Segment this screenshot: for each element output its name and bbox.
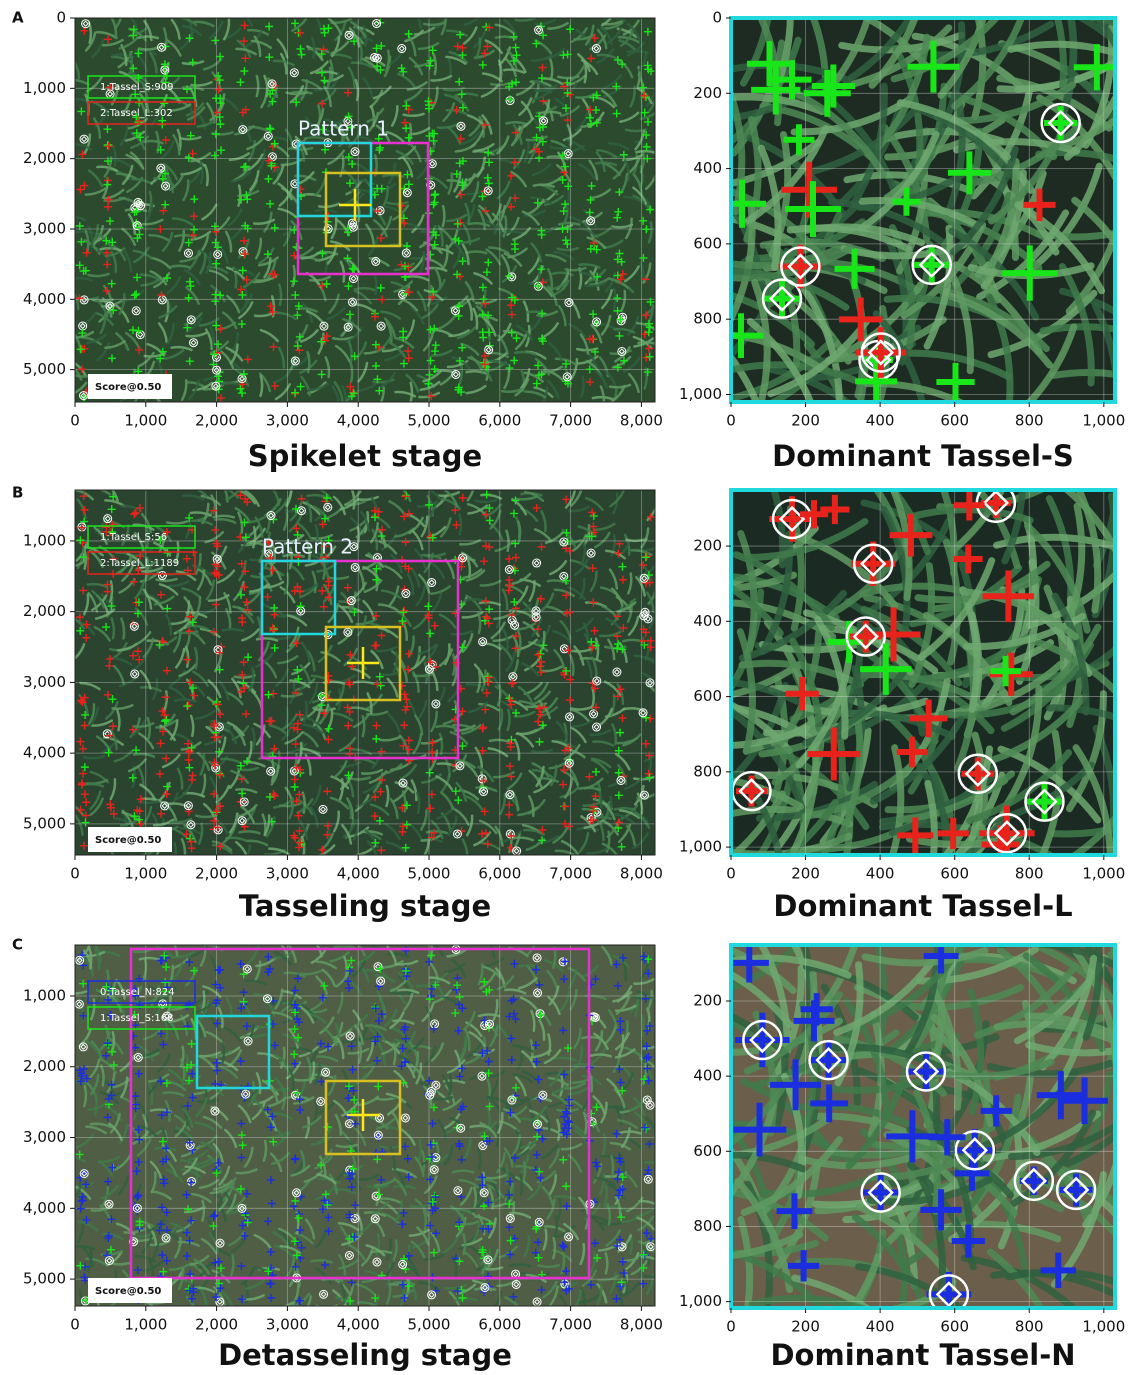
pattern-label: Pattern 1 <box>298 117 389 141</box>
x-tick-label: 8,000 <box>620 865 663 883</box>
x-tick-label: 2,000 <box>195 412 238 430</box>
plot-title: Tasseling stage <box>239 889 491 923</box>
zoom-image <box>674 442 1128 910</box>
y-tick-label: 2,000 <box>23 602 66 620</box>
legend-tag-label: 1:Tassel_S:56 <box>100 532 167 543</box>
x-tick-label: 5,000 <box>408 412 451 430</box>
x-tick-label: 1,000 <box>124 865 167 883</box>
x-tick-label: 2,000 <box>195 865 238 883</box>
score-label: Score@0.50 <box>95 382 161 393</box>
y-tick-label: 400 <box>693 612 722 630</box>
x-tick-label: 4,000 <box>337 865 380 883</box>
plot-title: Dominant Tassel-L <box>773 889 1072 923</box>
y-tick-label: 1,000 <box>23 531 66 549</box>
y-tick-label: 2,000 <box>23 149 66 167</box>
y-tick-label: 0 <box>712 9 722 27</box>
plot-title: Dominant Tassel-S <box>772 439 1074 473</box>
field-image <box>65 9 659 408</box>
x-tick-label: 0 <box>726 865 736 883</box>
zoom-image <box>691 0 1128 455</box>
y-tick-label: 5,000 <box>23 814 66 832</box>
y-tick-label: 1,000 <box>679 838 722 856</box>
y-tick-label: 4,000 <box>23 744 66 762</box>
x-tick-label: 6,000 <box>478 412 521 430</box>
y-tick-label: 600 <box>693 234 722 252</box>
panel-label: B <box>12 484 23 502</box>
x-tick-label: 800 <box>1015 865 1044 883</box>
y-tick-label: 800 <box>693 762 722 780</box>
y-tick-label: 0 <box>56 9 66 27</box>
x-tick-label: 1,000 <box>1082 865 1125 883</box>
x-tick-label: 3,000 <box>266 865 309 883</box>
y-tick-label: 4,000 <box>23 290 66 308</box>
y-tick-label: 600 <box>693 687 722 705</box>
legend-tag-label: 2:Tassel_L:1189 <box>100 558 179 569</box>
x-tick-label: 7,000 <box>549 412 592 430</box>
x-tick-label: 800 <box>1015 412 1044 430</box>
y-tick-label: 3,000 <box>23 219 66 237</box>
x-tick-label: 400 <box>866 865 895 883</box>
y-tick-label: 400 <box>693 159 722 177</box>
body: {"panels": [ {"label": "A", "image_plot"… <box>0 0 1128 1375</box>
x-tick-label: 5,000 <box>408 865 451 883</box>
y-tick-label: 3,000 <box>23 673 66 691</box>
x-tick-label: 8,000 <box>620 412 663 430</box>
x-tick-label: 400 <box>866 412 895 430</box>
x-tick-label: 200 <box>791 412 820 430</box>
x-tick-label: 0 <box>70 412 80 430</box>
x-tick-label: 0 <box>726 412 736 430</box>
y-tick-label: 200 <box>693 537 722 555</box>
x-tick-label: 600 <box>940 412 969 430</box>
x-tick-label: 4,000 <box>337 412 380 430</box>
plot-title: Spikelet stage <box>248 439 482 473</box>
y-tick-label: 800 <box>693 310 722 328</box>
x-tick-label: 1,000 <box>1082 412 1125 430</box>
legend-tag-label: 1:Tassel_S:909 <box>100 82 173 93</box>
x-tick-label: 7,000 <box>549 865 592 883</box>
legend-tag-label: 2:Tassel_L:302 <box>100 108 173 119</box>
pattern-label: Pattern 2 <box>262 535 353 559</box>
x-tick-label: 1,000 <box>124 412 167 430</box>
x-tick-label: 200 <box>791 865 820 883</box>
panel-label: A <box>12 9 24 27</box>
y-tick-label: 1,000 <box>679 385 722 403</box>
y-tick-label: 1,000 <box>23 79 66 97</box>
figure: A01,0002,0003,0004,0005,0006,0007,0008,0… <box>0 0 1128 1375</box>
x-tick-label: 3,000 <box>266 412 309 430</box>
y-tick-label: 5,000 <box>23 360 66 378</box>
page: Tassel detection figure html, body { mar… <box>0 0 1128 1375</box>
x-tick-label: 600 <box>940 865 969 883</box>
x-tick-label: 0 <box>70 865 80 883</box>
panel-label: C <box>12 936 23 954</box>
y-tick-label: 200 <box>693 84 722 102</box>
x-tick-label: 6,000 <box>478 865 521 883</box>
score-label: Score@0.50 <box>95 835 161 846</box>
